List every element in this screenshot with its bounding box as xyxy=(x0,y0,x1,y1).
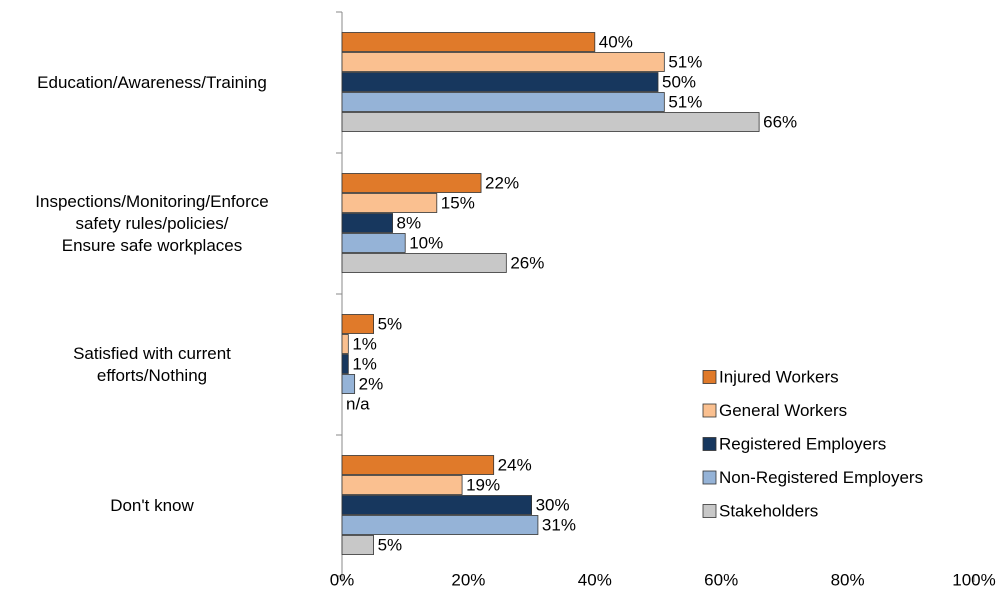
value-label: 10% xyxy=(409,233,443,252)
x-tick-label: 0% xyxy=(330,570,355,589)
bar xyxy=(341,112,760,132)
legend-label: Stakeholders xyxy=(719,501,818,520)
value-label: 5% xyxy=(378,314,403,333)
bar xyxy=(341,475,463,495)
x-tick-label: 40% xyxy=(578,570,612,589)
legend-label: General Workers xyxy=(719,401,847,420)
legend-swatch xyxy=(702,403,717,418)
value-label: 1% xyxy=(352,334,377,353)
value-label: 51% xyxy=(668,52,702,71)
legend-swatch xyxy=(702,370,717,384)
x-tick-label: 100% xyxy=(952,570,995,589)
value-label: 30% xyxy=(536,495,570,514)
bar xyxy=(341,92,665,112)
x-tick-label: 60% xyxy=(704,570,738,589)
bar xyxy=(341,52,665,72)
bar xyxy=(341,334,349,354)
value-label: 51% xyxy=(668,92,702,111)
value-label: 66% xyxy=(763,112,797,131)
bar xyxy=(341,173,482,193)
bar xyxy=(341,193,438,213)
bar xyxy=(341,213,393,233)
category-label: Education/Awareness/Training xyxy=(37,72,267,92)
value-label: n/a xyxy=(346,394,370,413)
category-label: Don't know xyxy=(110,495,194,515)
value-label: 1% xyxy=(352,354,377,373)
value-label: 26% xyxy=(510,253,544,272)
legend-swatch xyxy=(702,504,717,518)
bar xyxy=(341,374,356,394)
bar xyxy=(341,32,596,52)
x-tick-label: 80% xyxy=(831,570,865,589)
value-label: 24% xyxy=(498,455,532,474)
value-label: 15% xyxy=(441,193,475,212)
value-label: 31% xyxy=(542,515,576,534)
bar xyxy=(341,354,349,374)
value-label: 19% xyxy=(466,475,500,494)
bar xyxy=(341,253,507,273)
legend-label: Non-Registered Employers xyxy=(719,468,923,487)
value-label: 40% xyxy=(599,32,633,51)
value-label: 50% xyxy=(662,72,696,91)
bar xyxy=(341,515,539,535)
value-label: 8% xyxy=(397,213,422,232)
value-label: 2% xyxy=(359,374,384,393)
legend-label: Injured Workers xyxy=(719,367,839,386)
value-label: 5% xyxy=(378,535,403,554)
value-label: 22% xyxy=(485,173,519,192)
bar xyxy=(341,233,406,253)
legend-label: Registered Employers xyxy=(719,434,886,453)
legend-swatch xyxy=(702,437,717,451)
bar xyxy=(341,495,533,515)
bar xyxy=(341,314,375,334)
x-tick-label: 20% xyxy=(451,570,485,589)
bar xyxy=(341,535,375,555)
category-label: Inspections/Monitoring/Enforce safety ru… xyxy=(35,191,269,255)
legend-swatch xyxy=(702,470,717,485)
bar xyxy=(341,72,659,92)
category-label: Satisfied with current efforts/Nothing xyxy=(73,343,231,385)
bar xyxy=(341,455,495,475)
